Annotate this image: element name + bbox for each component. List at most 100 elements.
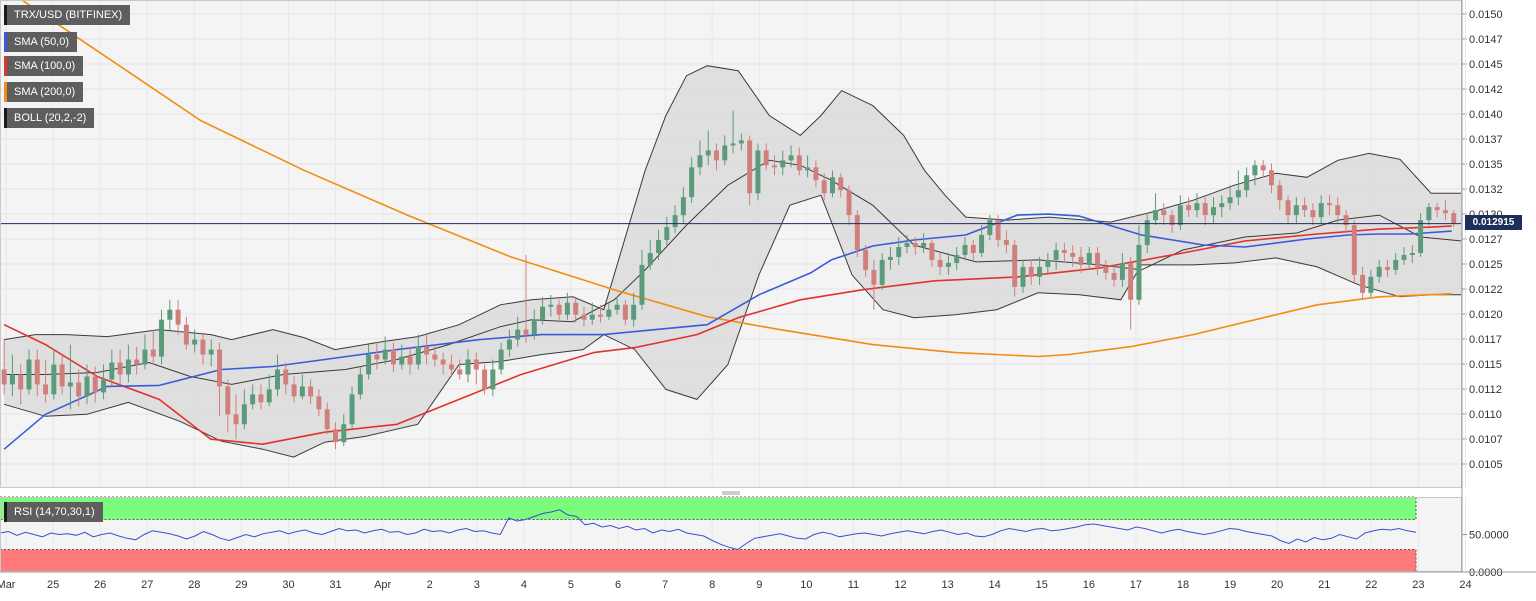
candle-body — [962, 244, 968, 255]
x-axis-tick-label: 28 — [188, 579, 200, 591]
y-axis-tick-label: 0.0137 — [1469, 134, 1503, 146]
x-axis-tick-label: 3 — [474, 579, 480, 591]
candle-body — [150, 349, 156, 357]
x-axis-tick-label: 9 — [756, 579, 762, 591]
rsi-overbought-zone — [0, 496, 1417, 520]
candle-body — [656, 240, 662, 253]
x-axis-tick-label: 30 — [282, 579, 294, 591]
candle-body — [1343, 215, 1349, 226]
y-axis-tick-label: 0.0145 — [1469, 59, 1503, 71]
rsi-oversold-zone — [0, 549, 1417, 573]
candle-body — [863, 249, 869, 270]
candle-body — [233, 414, 239, 425]
rsi-axis-tick-label: 0.0000 — [1469, 567, 1503, 579]
candle-body — [316, 396, 322, 410]
candle-body — [1103, 266, 1109, 273]
candle-body — [573, 302, 579, 315]
legend-boll[interactable]: BOLL (20,2,-2) — [4, 108, 95, 128]
legend-symbol[interactable]: TRX/USD (BITFINEX) — [4, 5, 131, 25]
legend-sma100-swatch — [4, 56, 7, 76]
candle-body — [1434, 207, 1440, 211]
candle-body — [1070, 252, 1076, 257]
candle-body — [846, 190, 852, 216]
candle-body — [788, 155, 794, 161]
candle-body — [482, 369, 488, 390]
x-axis-tick-label: 21 — [1318, 579, 1330, 591]
candle-body — [51, 364, 57, 395]
candle-body — [349, 394, 355, 425]
candle-body — [92, 376, 98, 393]
candle-body — [1061, 249, 1067, 253]
legend-sma100[interactable]: SMA (100,0) — [4, 56, 84, 76]
candle-body — [995, 220, 1001, 241]
candle-body — [854, 215, 860, 250]
rsi-axis-tick-label: 50.0000 — [1469, 530, 1509, 542]
candle-body — [1227, 197, 1233, 204]
candle-body — [374, 354, 380, 360]
x-axis-tick-label: 4 — [521, 579, 527, 591]
x-axis-tick-label: 16 — [1083, 579, 1095, 591]
candle-body — [738, 140, 744, 144]
legend-sma200[interactable]: SMA (200,0) — [4, 82, 84, 102]
candle-body — [1012, 244, 1018, 287]
candle-body — [838, 177, 844, 191]
candle-body — [1153, 210, 1159, 221]
candle-body — [258, 394, 264, 403]
candle-body — [1235, 190, 1241, 198]
candle-body — [457, 369, 463, 375]
candle-body — [763, 150, 769, 166]
candle-body — [1169, 215, 1175, 226]
legend-rsi[interactable]: RSI (14,70,30,1) — [4, 502, 103, 522]
legend-sma200-swatch — [4, 82, 7, 102]
y-axis-tick-label: 0.0117 — [1469, 334, 1502, 346]
x-axis-tick-label: 23 — [1412, 579, 1424, 591]
candle-body — [67, 382, 73, 387]
candle-body — [1368, 276, 1374, 293]
candle-body — [1401, 254, 1407, 260]
candle-body — [1268, 170, 1274, 186]
x-axis-tick-label: 15 — [1036, 579, 1048, 591]
candle-body — [945, 262, 951, 267]
candle-body — [904, 243, 910, 247]
candle-body — [672, 215, 678, 228]
candle-body — [631, 304, 637, 320]
candle-body — [598, 314, 604, 317]
candle-body — [266, 389, 272, 403]
candle-body — [250, 394, 256, 405]
candle-body — [697, 155, 703, 168]
candle-body — [109, 362, 115, 380]
sma50-line — [3, 213, 1452, 450]
bollinger-line-lower — [3, 194, 1462, 458]
y-axis-tick-label: 0.0122 — [1469, 284, 1503, 296]
candle-body — [614, 304, 620, 310]
candle-body — [1161, 210, 1167, 216]
candle-body — [705, 150, 711, 156]
candle-body — [1335, 205, 1341, 216]
candle-body — [291, 384, 297, 397]
x-axis-tick-label: Apr — [374, 579, 391, 591]
legend-sma50[interactable]: SMA (50,0) — [4, 32, 78, 52]
y-axis-tick-label: 0.0110 — [1469, 409, 1502, 421]
candle-body — [647, 252, 653, 265]
y-axis-tick-label: 0.0120 — [1469, 309, 1503, 321]
candle-body — [1244, 175, 1250, 191]
candle-body — [440, 359, 446, 365]
candle-body — [639, 264, 645, 305]
candle-body — [1318, 203, 1324, 218]
candle-body — [606, 309, 612, 317]
y-axis-tick-label: 0.0105 — [1469, 459, 1503, 471]
candle-body — [382, 349, 388, 360]
last-price-tag: 0.012915 — [1465, 215, 1522, 230]
candle-body — [829, 177, 835, 194]
candle-body — [407, 356, 413, 365]
candle-body — [225, 386, 231, 415]
candle-body — [747, 140, 753, 194]
candle-body — [879, 259, 885, 285]
y-axis-tick-label: 0.0125 — [1469, 259, 1503, 271]
candle-body — [1376, 266, 1382, 277]
candle-body — [283, 369, 289, 385]
candle-body — [912, 243, 918, 247]
legend-rsi-swatch — [4, 502, 7, 522]
candle-body — [43, 384, 49, 395]
